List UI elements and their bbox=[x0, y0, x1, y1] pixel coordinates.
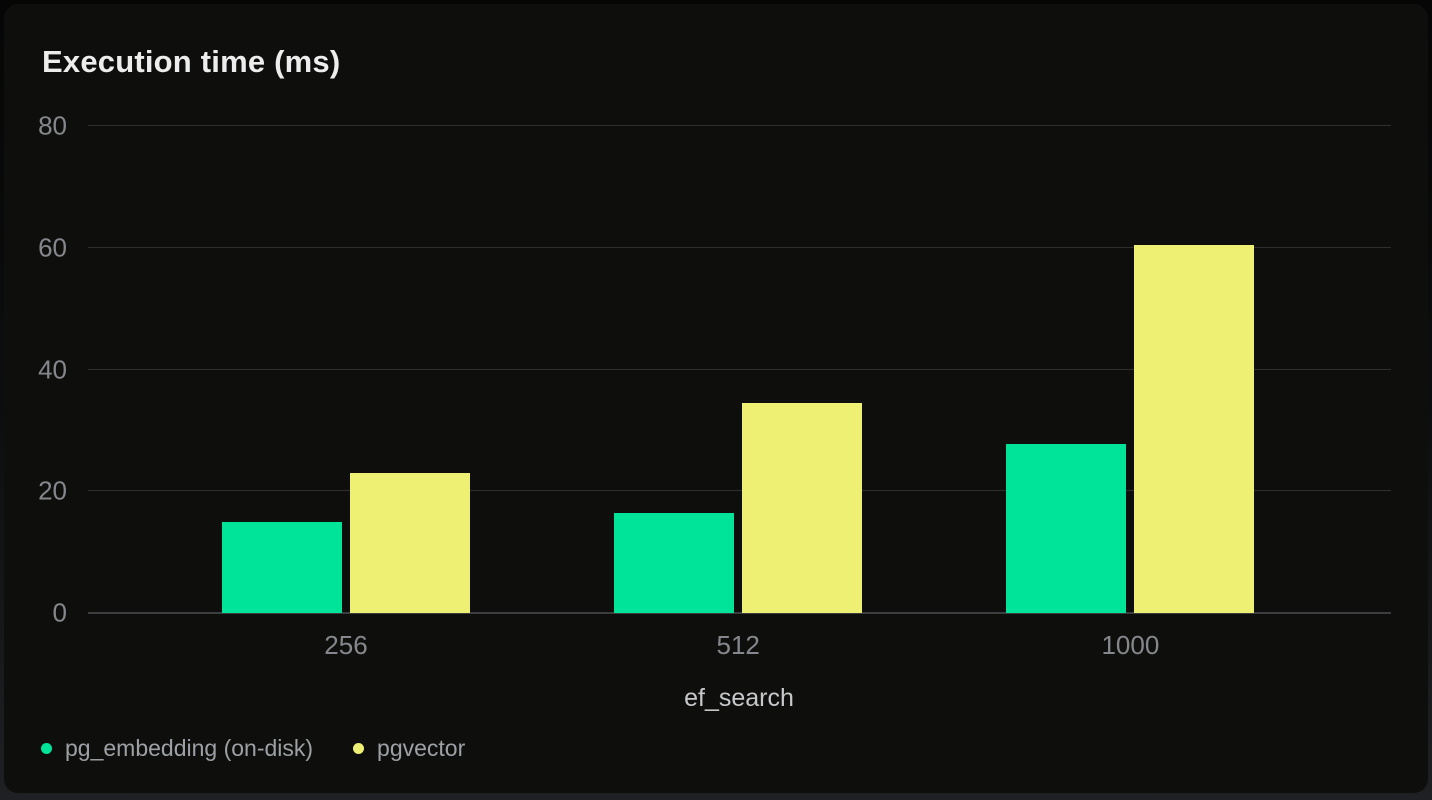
bar bbox=[614, 513, 735, 613]
bar-group bbox=[221, 126, 470, 613]
legend-label: pg_embedding (on-disk) bbox=[65, 735, 314, 761]
x-tick-label: 256 bbox=[324, 630, 368, 660]
y-tick-label: 60 bbox=[38, 232, 67, 263]
y-tick-label: 40 bbox=[38, 354, 67, 384]
bar bbox=[221, 521, 342, 613]
x-axis-line bbox=[88, 612, 1391, 614]
gridline bbox=[88, 368, 1391, 370]
legend-item: pgvector bbox=[353, 735, 465, 762]
legend-dot-icon bbox=[41, 743, 52, 754]
y-tick-label: 80 bbox=[38, 110, 67, 141]
bar bbox=[349, 473, 470, 613]
bar bbox=[742, 402, 863, 613]
chart-card: Execution time (ms) 0 20 40 60 80 256 512 1000 … bbox=[4, 4, 1428, 793]
x-axis-label: ef_search bbox=[684, 684, 794, 712]
bar bbox=[1006, 444, 1127, 613]
bar-group bbox=[614, 126, 863, 613]
y-tick-label: 0 bbox=[52, 597, 67, 628]
bar bbox=[1134, 245, 1255, 613]
gridline bbox=[88, 246, 1391, 248]
gridline bbox=[88, 125, 1391, 126]
x-tick-label: 1000 bbox=[1101, 630, 1160, 660]
bar-group bbox=[1006, 126, 1255, 613]
gridline bbox=[88, 490, 1391, 492]
y-tick-label: 20 bbox=[38, 475, 67, 506]
x-tick-label: 512 bbox=[716, 630, 760, 660]
chart-title: Execution time (ms) bbox=[42, 44, 341, 79]
legend-item: pg_embedding (on-disk) bbox=[41, 735, 313, 762]
plot-area: 0 20 40 60 80 256 512 1000 bbox=[38, 111, 1391, 660]
legend-label: pgvector bbox=[377, 735, 466, 761]
legend: pg_embedding (on-disk) pgvector bbox=[41, 735, 465, 762]
legend-dot-icon bbox=[353, 743, 365, 754]
